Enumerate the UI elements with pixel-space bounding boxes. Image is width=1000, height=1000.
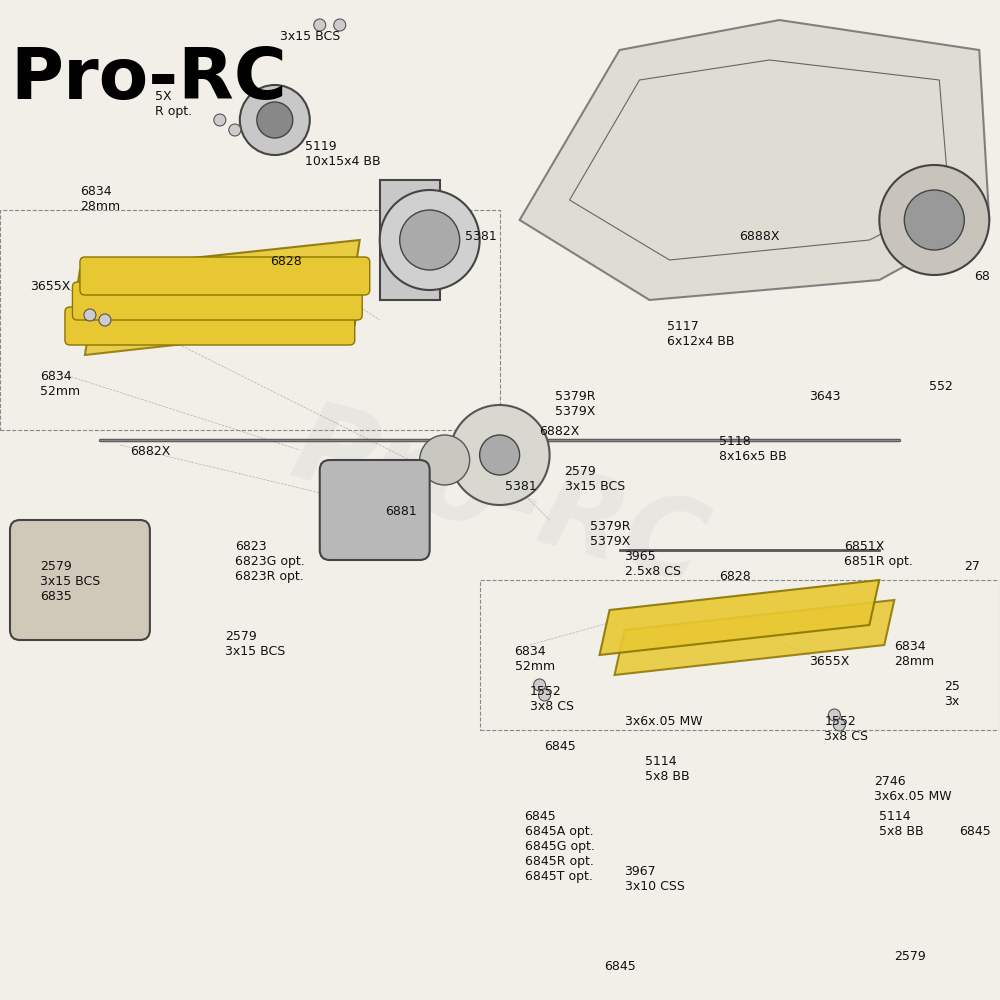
Text: 3x6x.05 MW: 3x6x.05 MW — [625, 715, 702, 728]
Text: 3x15 BCS: 3x15 BCS — [280, 30, 340, 43]
Circle shape — [240, 85, 310, 155]
Text: 6834
28mm: 6834 28mm — [80, 185, 120, 213]
Text: 5X
R opt.: 5X R opt. — [155, 90, 192, 118]
Text: 6851X
6851R opt.: 6851X 6851R opt. — [844, 540, 913, 568]
Text: 3655X: 3655X — [30, 280, 70, 293]
FancyBboxPatch shape — [10, 520, 150, 640]
Circle shape — [257, 102, 293, 138]
Text: 6882X: 6882X — [540, 425, 580, 438]
Circle shape — [480, 435, 520, 475]
Polygon shape — [85, 260, 365, 355]
Text: 6888X: 6888X — [739, 230, 780, 243]
Circle shape — [229, 124, 241, 136]
Text: 5379R
5379X: 5379R 5379X — [590, 520, 630, 548]
Text: 25
3x: 25 3x — [944, 680, 960, 708]
Text: 6845
6845A opt.
6845G opt.
6845R opt.
6845T opt.: 6845 6845A opt. 6845G opt. 6845R opt. 68… — [525, 810, 594, 883]
Text: 3965
2.5x8 CS: 3965 2.5x8 CS — [625, 550, 681, 578]
Text: 2746
3x6x.05 MW: 2746 3x6x.05 MW — [874, 775, 952, 803]
Polygon shape — [615, 600, 894, 675]
Text: 6834
52mm: 6834 52mm — [40, 370, 80, 398]
FancyBboxPatch shape — [80, 257, 370, 295]
Circle shape — [879, 165, 989, 275]
Circle shape — [534, 679, 546, 691]
Text: 5119
10x15x4 BB: 5119 10x15x4 BB — [305, 140, 380, 168]
FancyBboxPatch shape — [72, 282, 362, 320]
Text: 6828: 6828 — [719, 570, 751, 583]
FancyBboxPatch shape — [320, 460, 430, 560]
Text: Pro-RC: Pro-RC — [282, 394, 718, 606]
Text: 6882X: 6882X — [130, 445, 170, 458]
Polygon shape — [520, 20, 989, 300]
Circle shape — [450, 405, 550, 505]
Circle shape — [334, 19, 346, 31]
Text: 2579
3x15 BCS
6835: 2579 3x15 BCS 6835 — [40, 560, 100, 603]
Text: 3643: 3643 — [809, 390, 841, 403]
Circle shape — [314, 19, 326, 31]
Text: 5379R
5379X: 5379R 5379X — [555, 390, 595, 418]
Circle shape — [400, 210, 460, 270]
Circle shape — [380, 190, 480, 290]
Polygon shape — [70, 240, 360, 335]
Text: 1552
3x8 CS: 1552 3x8 CS — [530, 685, 574, 713]
Text: 552: 552 — [929, 380, 953, 393]
Text: 2579: 2579 — [894, 950, 926, 963]
Text: 6834
52mm: 6834 52mm — [515, 645, 555, 673]
Text: 5118
8x16x5 BB: 5118 8x16x5 BB — [719, 435, 787, 463]
Circle shape — [99, 314, 111, 326]
Circle shape — [904, 190, 964, 250]
Text: 6845: 6845 — [605, 960, 636, 973]
Text: 1552
3x8 CS: 1552 3x8 CS — [824, 715, 868, 743]
Text: 5381: 5381 — [465, 230, 496, 243]
Text: 68: 68 — [974, 270, 990, 283]
Text: Pro-RC: Pro-RC — [10, 45, 287, 114]
Circle shape — [420, 435, 470, 485]
Bar — [0, 210, 500, 430]
Bar — [480, 580, 999, 730]
Text: 6845: 6845 — [959, 825, 991, 838]
Text: 2579
3x15 BCS: 2579 3x15 BCS — [225, 630, 285, 658]
Text: 6828: 6828 — [270, 255, 302, 268]
Polygon shape — [600, 580, 879, 655]
Text: 6834
28mm: 6834 28mm — [894, 640, 934, 668]
Text: 27: 27 — [964, 560, 980, 573]
Text: 2579
3x15 BCS: 2579 3x15 BCS — [565, 465, 625, 493]
Circle shape — [833, 719, 845, 731]
Text: 3967
3x10 CSS: 3967 3x10 CSS — [625, 865, 684, 893]
Bar — [380, 180, 440, 300]
Circle shape — [539, 689, 551, 701]
Text: 3655X: 3655X — [809, 655, 850, 668]
Text: 6823
6823G opt.
6823R opt.: 6823 6823G opt. 6823R opt. — [235, 540, 305, 583]
Text: 6881: 6881 — [385, 505, 416, 518]
Text: 5381: 5381 — [505, 480, 536, 493]
Circle shape — [214, 114, 226, 126]
Text: 5117
6x12x4 BB: 5117 6x12x4 BB — [667, 320, 735, 348]
Text: 6845: 6845 — [545, 740, 576, 753]
Circle shape — [828, 709, 840, 721]
FancyBboxPatch shape — [65, 307, 355, 345]
Text: 5114
5x8 BB: 5114 5x8 BB — [879, 810, 924, 838]
Text: 5114
5x8 BB: 5114 5x8 BB — [645, 755, 689, 783]
Circle shape — [84, 309, 96, 321]
